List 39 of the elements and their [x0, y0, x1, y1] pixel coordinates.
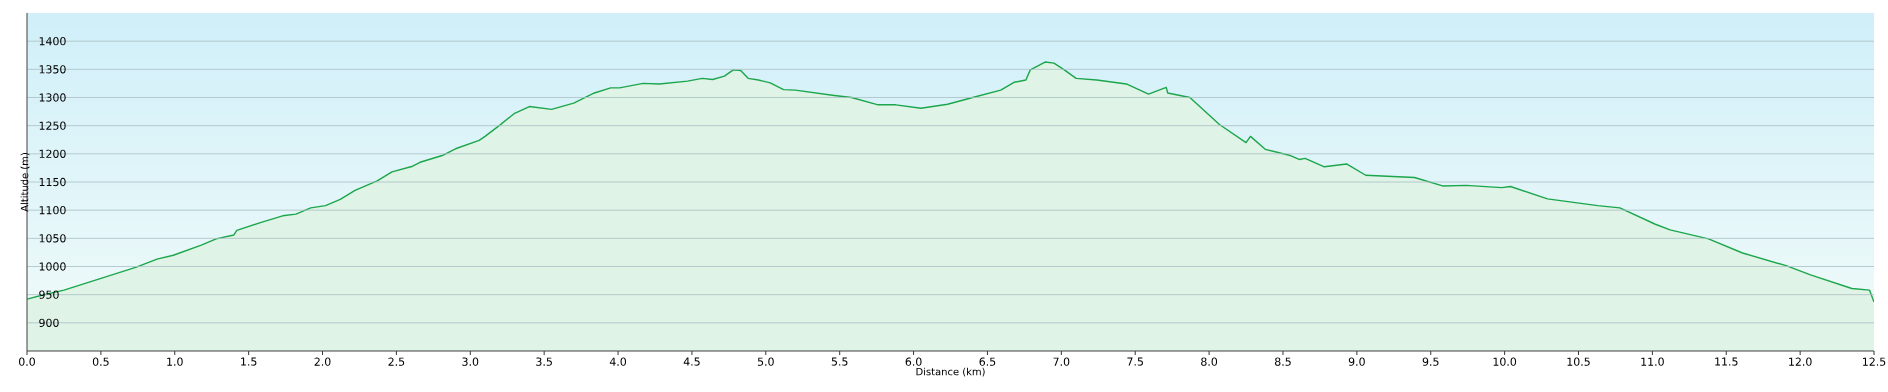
x-tick-label: 0.0 [19, 357, 35, 366]
x-tick-label: 1.0 [167, 357, 183, 366]
x-tick-label: 6.5 [979, 357, 996, 366]
x-tick-label: 10.0 [1493, 357, 1517, 366]
y-tick-label: 1350 [39, 65, 66, 74]
x-tick-label: 10.5 [1567, 357, 1590, 366]
x-tick-label: 5.5 [831, 357, 848, 366]
x-tick-label: 6.0 [905, 357, 922, 366]
x-tick-label: 4.5 [683, 357, 700, 366]
x-tick-label: 7.0 [1053, 357, 1070, 366]
x-tick-label: 12.5 [1863, 357, 1886, 366]
x-tick-label: 0.5 [92, 357, 109, 366]
y-tick-label: 1200 [39, 149, 66, 158]
x-tick-label: 8.0 [1201, 357, 1218, 366]
x-tick-label: 3.0 [462, 357, 479, 366]
y-tick-label: 950 [39, 290, 59, 299]
x-tick-label: 8.5 [1275, 357, 1291, 366]
x-tick-label: 3.5 [536, 357, 552, 366]
x-tick-label: 11.0 [1641, 357, 1664, 366]
y-tick-label: 1250 [39, 121, 66, 130]
x-tick-label: 4.0 [609, 357, 627, 366]
y-tick-label: 1050 [39, 234, 66, 243]
x-axis-title: Distance (km) [916, 367, 985, 377]
x-tick-label: 9.0 [1348, 357, 1365, 366]
x-tick-label: 9.5 [1422, 357, 1439, 366]
x-tick-label: 7.5 [1127, 357, 1143, 366]
x-tick-label: 11.5 [1715, 357, 1738, 366]
x-tick-label: 12.0 [1789, 357, 1812, 366]
y-tick-label: 1150 [39, 177, 66, 187]
x-tick-label: 1.5 [241, 357, 257, 366]
y-tick-label: 1300 [39, 93, 66, 102]
y-tick-label: 1400 [39, 37, 66, 46]
y-tick-label: 1100 [39, 206, 66, 215]
y-tick-label: 1000 [39, 262, 66, 271]
x-tick-label: 2.0 [314, 357, 331, 366]
x-tick-label: 5.0 [757, 357, 774, 366]
y-axis-title: Altitude (m) [20, 153, 30, 212]
y-tick-label: 900 [39, 318, 59, 327]
x-tick-label: 2.5 [388, 357, 405, 366]
